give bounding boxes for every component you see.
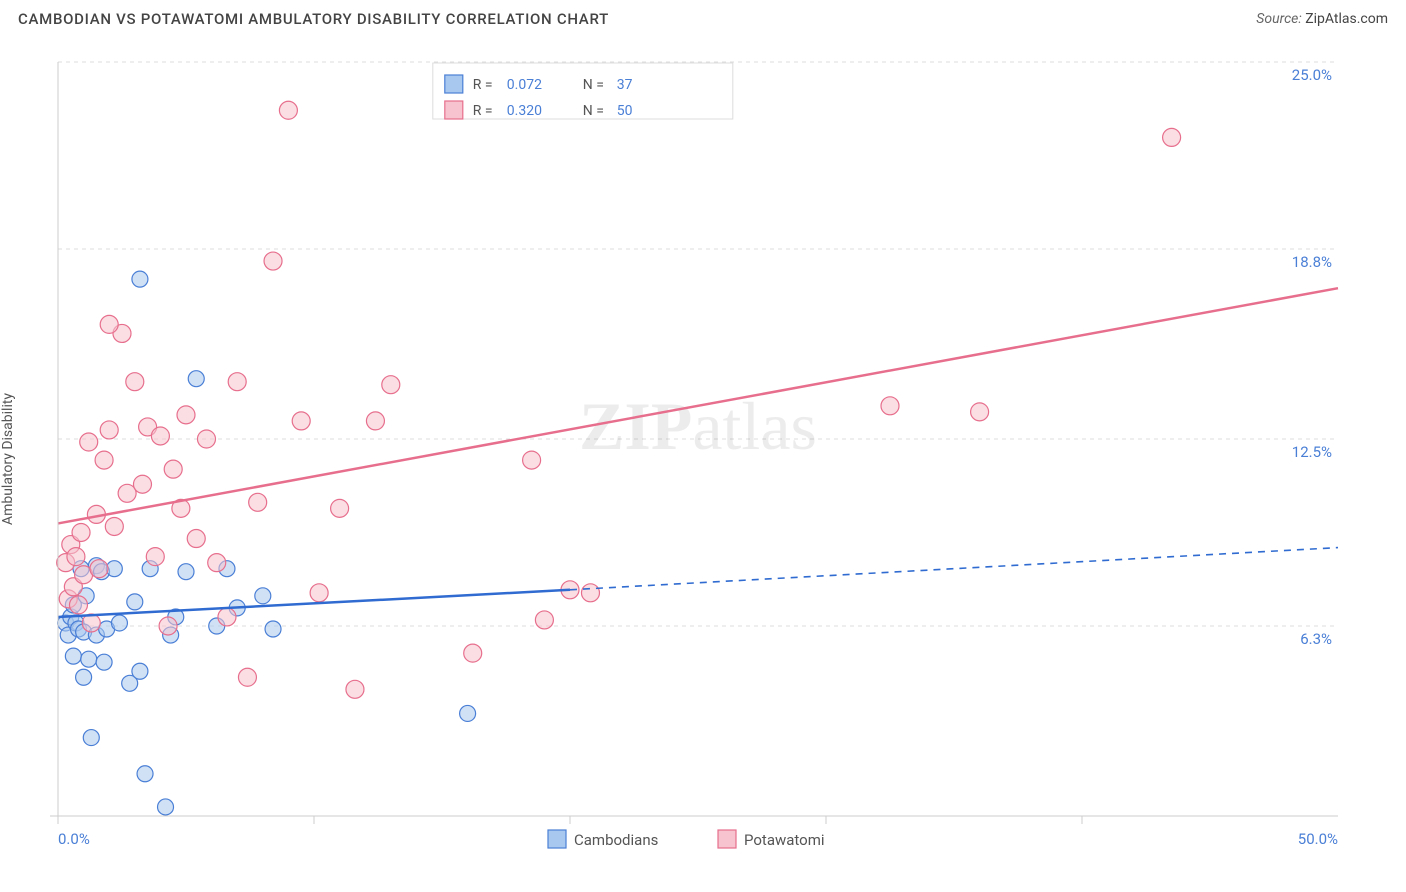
- data-point: [881, 397, 899, 415]
- data-point: [464, 644, 482, 662]
- y-tick-label: 6.3%: [1300, 630, 1332, 648]
- data-point: [255, 588, 271, 604]
- legend-r-label: R =: [473, 77, 493, 93]
- source-attribution: Source: ZipAtlas.com: [1256, 11, 1388, 27]
- legend-r-label: R =: [473, 103, 493, 119]
- data-point: [228, 373, 246, 391]
- data-point: [105, 517, 123, 535]
- data-point: [111, 615, 127, 631]
- data-point: [95, 451, 113, 469]
- source-label: Source:: [1256, 11, 1301, 27]
- data-point: [158, 799, 174, 815]
- data-point: [382, 376, 400, 394]
- data-point: [106, 561, 122, 577]
- y-tick-label: 18.8%: [1292, 253, 1332, 271]
- trendline-potawatomi: [58, 288, 1338, 523]
- data-point: [69, 596, 87, 614]
- data-point: [279, 101, 297, 119]
- data-point: [971, 403, 989, 421]
- data-point: [249, 493, 267, 511]
- data-point: [100, 421, 118, 439]
- series-legend-swatch: [548, 830, 566, 848]
- data-point: [132, 663, 148, 679]
- data-point: [535, 611, 553, 629]
- data-point: [146, 548, 164, 566]
- data-point: [81, 651, 97, 667]
- legend-n-value: 50: [617, 103, 633, 119]
- data-point: [264, 252, 282, 270]
- data-point: [100, 315, 118, 333]
- data-point: [67, 548, 85, 566]
- data-point: [366, 412, 384, 430]
- legend-swatch: [445, 75, 463, 93]
- data-point: [177, 406, 195, 424]
- source-value: ZipAtlas.com: [1305, 11, 1388, 27]
- trendline-ext-cambodians: [570, 548, 1338, 590]
- data-point: [460, 705, 476, 721]
- data-point: [83, 730, 99, 746]
- data-point: [76, 669, 92, 685]
- data-point: [72, 523, 90, 541]
- legend-r-value: 0.072: [507, 77, 542, 93]
- data-point: [197, 430, 215, 448]
- legend-swatch: [445, 101, 463, 119]
- data-point: [238, 668, 256, 686]
- data-point: [96, 654, 112, 670]
- data-point: [178, 564, 194, 580]
- data-point: [523, 451, 541, 469]
- data-point: [65, 648, 81, 664]
- series-cambodians: [58, 271, 476, 815]
- series-legend-swatch: [718, 830, 736, 848]
- series-legend-label: Potawatomi: [744, 831, 825, 849]
- correlation-scatter-chart: 6.3% 12.5% 18.8% 25.0% ZIPatlas 0.0% 50.0% R = 0…: [18, 44, 1388, 874]
- legend-n-label: N =: [583, 77, 604, 93]
- series-legend-label: Cambodians: [574, 831, 658, 849]
- data-point: [187, 530, 205, 548]
- data-point: [80, 433, 98, 451]
- data-point: [581, 584, 599, 602]
- data-point: [1163, 128, 1181, 146]
- data-point: [208, 554, 226, 572]
- data-point: [133, 475, 151, 493]
- data-point: [132, 271, 148, 287]
- data-point: [310, 584, 328, 602]
- y-axis-label: Ambulatory Disability: [0, 393, 16, 525]
- data-point: [331, 499, 349, 517]
- x-tick-label: 0.0%: [58, 830, 90, 848]
- data-point: [126, 373, 144, 391]
- legend-n-value: 37: [617, 77, 633, 93]
- data-point: [346, 680, 364, 698]
- legend-r-value: 0.320: [507, 103, 542, 119]
- legend-n-label: N =: [583, 103, 604, 119]
- data-point: [151, 427, 169, 445]
- data-point: [164, 460, 182, 478]
- data-point: [127, 594, 143, 610]
- y-tick-label: 25.0%: [1292, 66, 1332, 84]
- data-point: [218, 608, 236, 626]
- data-point: [188, 371, 204, 387]
- y-tick-label: 12.5%: [1292, 443, 1332, 461]
- data-point: [159, 617, 177, 635]
- watermark: ZIPatlas: [579, 388, 817, 464]
- chart-title: CAMBODIAN VS POTAWATOMI AMBULATORY DISAB…: [18, 10, 609, 28]
- data-point: [137, 766, 153, 782]
- data-point: [90, 560, 108, 578]
- data-point: [265, 621, 281, 637]
- data-point: [292, 412, 310, 430]
- x-tick-label: 50.0%: [1298, 830, 1338, 848]
